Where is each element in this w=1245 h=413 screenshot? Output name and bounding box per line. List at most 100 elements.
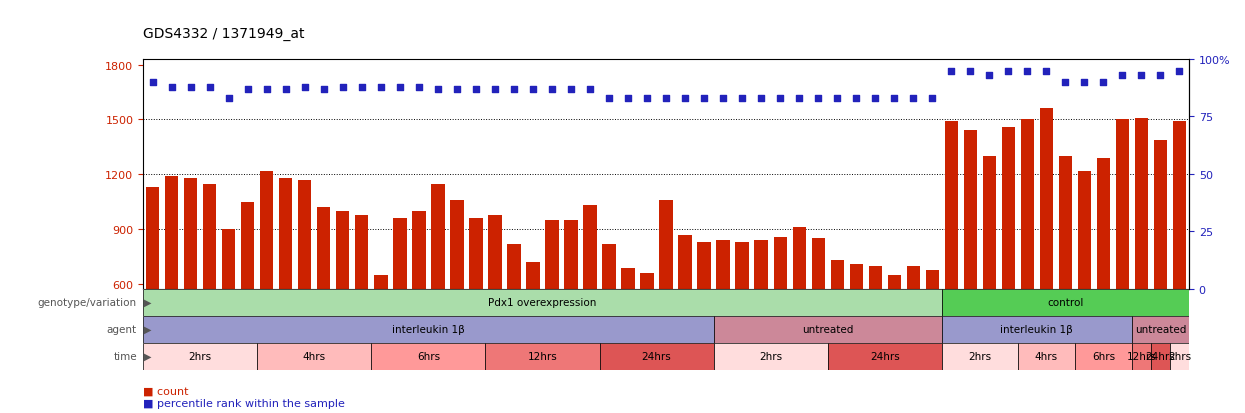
Text: 24hrs: 24hrs: [641, 351, 671, 361]
Point: [523, 86, 543, 93]
Bar: [793, 228, 806, 394]
Bar: [258, 343, 371, 370]
Text: Pdx1 overexpression: Pdx1 overexpression: [488, 297, 596, 308]
Bar: [1058, 157, 1072, 394]
Point: [486, 86, 505, 93]
Bar: [621, 268, 635, 394]
Point: [884, 95, 904, 102]
Text: interleukin 1β: interleukin 1β: [392, 324, 464, 335]
Point: [199, 84, 219, 91]
Bar: [925, 270, 939, 394]
Bar: [600, 343, 713, 370]
Point: [295, 84, 315, 91]
Point: [637, 95, 657, 102]
Point: [408, 84, 428, 91]
Point: [504, 86, 524, 93]
Point: [1113, 73, 1133, 79]
Bar: [697, 242, 711, 394]
Bar: [713, 316, 941, 343]
Bar: [242, 202, 254, 394]
Point: [751, 95, 771, 102]
Text: agent: agent: [107, 324, 137, 335]
Point: [466, 86, 486, 93]
Point: [827, 95, 847, 102]
Bar: [184, 178, 198, 394]
Bar: [869, 266, 881, 394]
Bar: [527, 263, 539, 394]
Text: 6hrs: 6hrs: [1092, 351, 1116, 361]
Bar: [1134, 119, 1148, 394]
Text: ▶: ▶: [144, 297, 152, 308]
Point: [256, 86, 276, 93]
Bar: [679, 235, 692, 394]
Text: 4hrs: 4hrs: [303, 351, 326, 361]
Bar: [716, 241, 730, 394]
Bar: [143, 316, 713, 343]
Text: 24hrs: 24hrs: [870, 351, 900, 361]
Bar: [1150, 343, 1170, 370]
Bar: [1097, 159, 1111, 394]
Bar: [488, 215, 502, 394]
Point: [1093, 79, 1113, 86]
Point: [980, 73, 1000, 79]
Point: [1150, 73, 1170, 79]
Point: [371, 84, 391, 91]
Text: time: time: [113, 351, 137, 361]
Bar: [375, 275, 387, 394]
Bar: [773, 237, 787, 394]
Point: [238, 86, 258, 93]
Point: [656, 95, 676, 102]
Text: GDS4332 / 1371949_at: GDS4332 / 1371949_at: [143, 27, 305, 41]
Bar: [1021, 120, 1035, 394]
Point: [580, 86, 600, 93]
Bar: [298, 180, 311, 394]
Point: [428, 86, 448, 93]
Point: [181, 84, 200, 91]
Point: [732, 95, 752, 102]
Bar: [336, 211, 350, 394]
Bar: [486, 343, 600, 370]
Text: ▶: ▶: [144, 324, 152, 335]
Point: [162, 84, 182, 91]
Bar: [849, 264, 863, 394]
Bar: [317, 208, 330, 394]
Bar: [906, 266, 920, 394]
Point: [542, 86, 561, 93]
Point: [789, 95, 809, 102]
Bar: [469, 219, 483, 394]
Text: 2hrs: 2hrs: [969, 351, 991, 361]
Text: untreated: untreated: [1134, 324, 1186, 335]
Text: 12hrs: 12hrs: [528, 351, 558, 361]
Text: control: control: [1047, 297, 1083, 308]
Bar: [412, 211, 426, 394]
Bar: [1074, 343, 1132, 370]
Point: [1132, 73, 1152, 79]
Point: [1056, 79, 1076, 86]
Bar: [1154, 140, 1167, 394]
Text: ▶: ▶: [144, 351, 152, 361]
Point: [713, 95, 733, 102]
Bar: [431, 184, 444, 394]
Text: 24hrs: 24hrs: [1145, 351, 1175, 361]
Point: [332, 84, 352, 91]
Bar: [941, 316, 1132, 343]
Text: 12hrs: 12hrs: [1127, 351, 1157, 361]
Bar: [603, 244, 616, 394]
Text: 2hrs: 2hrs: [189, 351, 212, 361]
Point: [865, 95, 885, 102]
Bar: [1018, 343, 1074, 370]
Text: 4hrs: 4hrs: [1035, 351, 1058, 361]
Bar: [941, 343, 1018, 370]
Bar: [982, 157, 996, 394]
Text: ■ count: ■ count: [143, 385, 189, 395]
Point: [447, 86, 467, 93]
Point: [808, 95, 828, 102]
Bar: [393, 219, 407, 394]
Bar: [660, 201, 672, 394]
Bar: [279, 178, 293, 394]
Text: 2hrs: 2hrs: [1168, 351, 1191, 361]
Text: interleukin 1β: interleukin 1β: [1001, 324, 1073, 335]
Bar: [143, 343, 258, 370]
Point: [1017, 68, 1037, 75]
Point: [143, 79, 163, 86]
